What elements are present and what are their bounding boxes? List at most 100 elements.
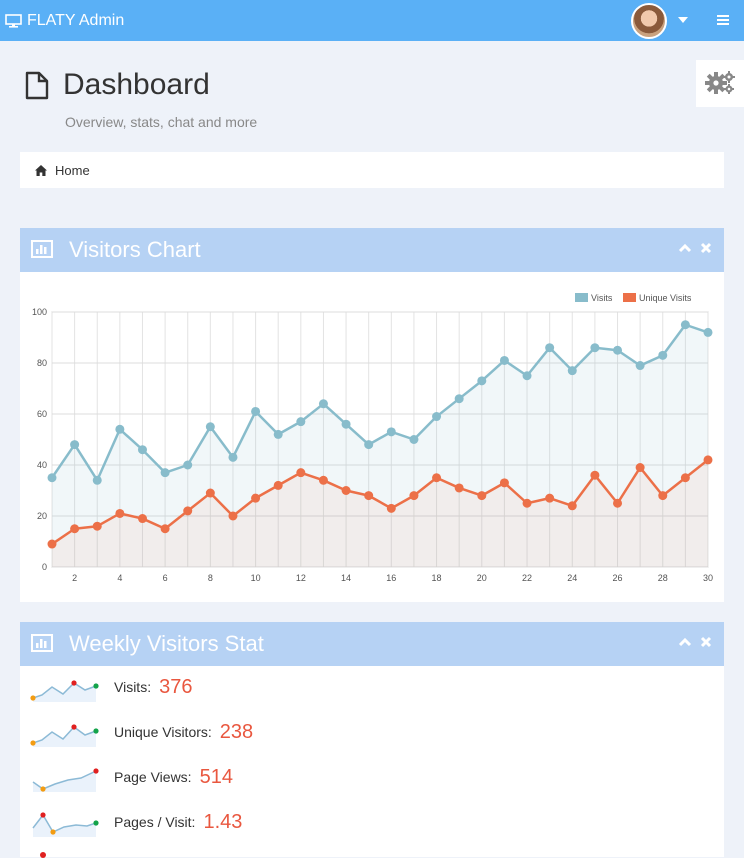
- data-point: [680, 473, 690, 483]
- stat-value: 514: [199, 765, 233, 788]
- data-point: [364, 440, 374, 450]
- x-tick-label: 12: [296, 573, 306, 583]
- data-point: [499, 478, 509, 488]
- x-tick-label: 16: [386, 573, 396, 583]
- data-point: [522, 371, 532, 381]
- data-point: [658, 491, 668, 501]
- data-point: [341, 486, 351, 495]
- x-tick-label: 14: [341, 573, 351, 583]
- data-point: [635, 463, 645, 473]
- data-point: [477, 491, 487, 501]
- data-point: [613, 498, 623, 508]
- gears-icon: [705, 71, 735, 94]
- collapse-chevron-up-icon[interactable]: [678, 241, 692, 255]
- data-point: [590, 470, 600, 480]
- menu-toggle-icon[interactable]: [717, 15, 729, 27]
- sparkline: [30, 680, 99, 702]
- data-point: [680, 320, 690, 330]
- brand[interactable]: FLATY Admin: [5, 0, 124, 41]
- data-point: [205, 422, 215, 432]
- weekly-stats-title: Weekly Visitors Stat: [69, 631, 264, 656]
- data-point: [613, 345, 623, 355]
- legend-label: Visits: [591, 293, 613, 303]
- data-point: [47, 539, 57, 549]
- data-point: [432, 473, 442, 483]
- settings-button[interactable]: [696, 60, 744, 107]
- stat-row-unique-visitors: Unique Visitors: 238: [30, 715, 253, 749]
- sparkline: [32, 768, 99, 792]
- sparkline: [30, 724, 99, 747]
- data-point: [567, 366, 577, 376]
- legend-swatch: [575, 293, 588, 302]
- sparkline: [32, 812, 99, 837]
- data-point: [115, 424, 125, 434]
- series-area: [52, 324, 708, 567]
- data-point: [703, 455, 713, 465]
- x-tick-label: 24: [567, 573, 577, 583]
- x-tick-label: 10: [251, 573, 261, 583]
- close-icon[interactable]: [700, 241, 712, 255]
- y-tick-label: 20: [37, 511, 47, 521]
- breadcrumb: Home: [20, 152, 724, 188]
- legend-swatch: [623, 293, 636, 302]
- data-point: [590, 343, 600, 353]
- data-point: [454, 394, 464, 404]
- data-point: [522, 498, 532, 508]
- data-point: [228, 511, 238, 521]
- data-point: [296, 417, 306, 427]
- x-tick-label: 6: [163, 573, 168, 583]
- data-point: [137, 514, 147, 524]
- user-avatar[interactable]: [631, 3, 667, 39]
- data-point: [92, 475, 102, 485]
- data-point: [635, 361, 645, 371]
- page-subtitle: Overview, stats, chat and more: [65, 114, 258, 130]
- data-point: [477, 376, 487, 386]
- stat-row-page-views: Page Views: 514: [30, 760, 233, 794]
- data-point: [545, 493, 555, 503]
- data-point: [499, 355, 509, 365]
- data-point: [409, 435, 419, 444]
- data-point: [454, 483, 464, 493]
- weekly-stats-box: Weekly Visitors Stat Visits: 376 Unique …: [20, 622, 724, 858]
- visitors-chart-title: Visitors Chart: [69, 237, 201, 262]
- data-point: [115, 508, 125, 518]
- collapse-chevron-up-icon[interactable]: [678, 635, 692, 649]
- data-point: [658, 350, 668, 360]
- data-point: [160, 524, 170, 534]
- close-icon[interactable]: [700, 635, 712, 649]
- y-tick-label: 0: [42, 562, 47, 572]
- stat-row-visits: Visits: 376: [30, 670, 192, 704]
- x-tick-label: 2: [72, 573, 77, 583]
- caret-down-icon[interactable]: [678, 17, 688, 23]
- data-point: [183, 460, 193, 470]
- data-point: [160, 468, 170, 478]
- x-tick-label: 28: [658, 573, 668, 583]
- data-point: [92, 521, 102, 531]
- data-point: [137, 445, 147, 455]
- stat-value: 376: [159, 675, 193, 698]
- file-icon: [25, 71, 49, 100]
- data-point: [70, 440, 80, 450]
- series-area: [52, 459, 708, 567]
- data-point: [341, 419, 351, 429]
- data-point: [318, 475, 328, 485]
- data-point: [703, 327, 713, 337]
- data-point: [251, 406, 261, 416]
- x-tick-label: 26: [613, 573, 623, 583]
- breadcrumb-home[interactable]: Home: [55, 162, 90, 178]
- data-point: [386, 503, 396, 513]
- stat-row-pages-per-visit: Pages / Visit: 1.43: [30, 805, 242, 839]
- data-point: [296, 468, 306, 478]
- data-point: [70, 524, 80, 534]
- data-point: [251, 493, 261, 503]
- stat-value: 238: [219, 720, 254, 743]
- stat-label: Page Views:: [114, 769, 192, 785]
- data-point: [545, 343, 555, 353]
- data-point: [386, 427, 396, 437]
- y-tick-label: 40: [37, 460, 47, 470]
- x-tick-label: 20: [477, 573, 487, 583]
- data-point: [318, 399, 328, 409]
- x-tick-label: 22: [522, 573, 532, 583]
- data-point: [273, 480, 283, 490]
